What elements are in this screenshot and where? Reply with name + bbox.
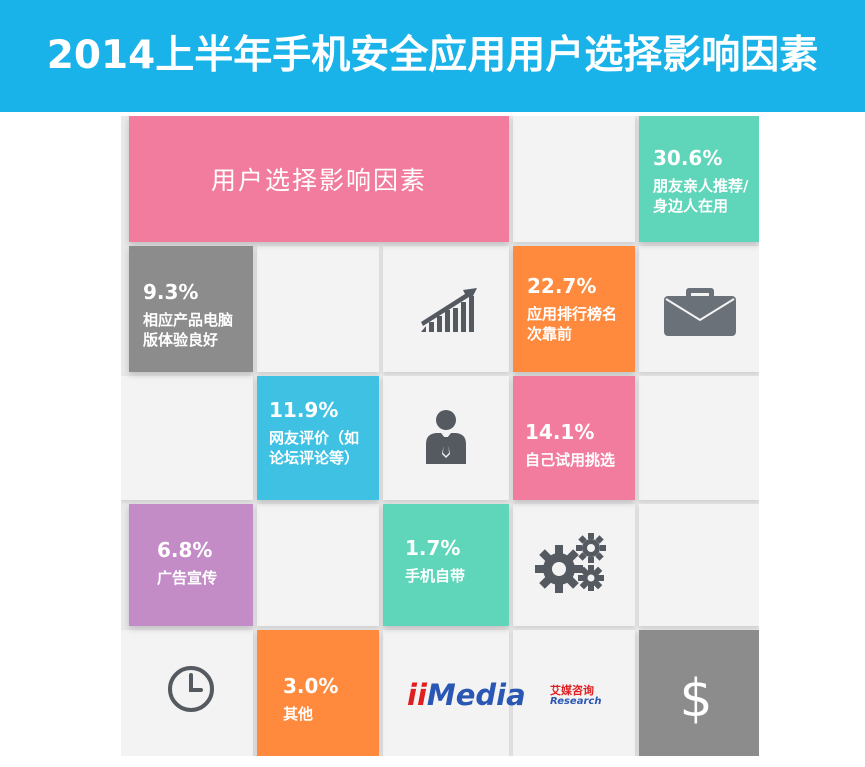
board-title: 用户选择影响因素 (210, 166, 427, 195)
factor-tile: 1.7% 手机自带 (383, 504, 509, 626)
factor-percent: 11.9% (269, 398, 339, 422)
factor-label: 广告宣传 (157, 569, 218, 587)
factor-label: 论坛评论等） (269, 449, 360, 467)
growth-chart-icon (421, 288, 477, 332)
grid-cell (513, 116, 635, 242)
factor-tile: 6.8% 广告宣传 (129, 504, 253, 626)
gears-icon (535, 533, 606, 593)
factor-percent: 1.7% (405, 536, 461, 560)
factor-label: 自己试用挑选 (525, 451, 616, 469)
factor-tile: 30.6% 朋友亲人推荐/ 身边人在用 (639, 116, 759, 242)
grid-cell (383, 630, 509, 756)
factor-label: 版体验良好 (143, 331, 219, 349)
factor-percent: 30.6% (653, 146, 723, 170)
factor-tile: 22.7% 应用排行榜名 次靠前 (513, 246, 635, 372)
factor-tile: 14.1% 自己试用挑选 (513, 376, 635, 500)
iimedia-logo: iiMedia 艾媒咨询 Research (407, 670, 617, 730)
factor-label: 应用排行榜名 (527, 305, 618, 323)
page-title: 2014上半年手机安全应用用户选择影响因素 (46, 33, 819, 78)
factor-label: 手机自带 (405, 567, 466, 585)
dollar-tile (639, 630, 759, 756)
factor-percent: 3.0% (283, 674, 339, 698)
factor-board: 用户选择影响因素 30.6% 朋友亲人推荐/ 身边人在用 9.3% 相应产品电脑… (121, 116, 759, 756)
briefcase-icon (664, 288, 736, 336)
factor-label: 朋友亲人推荐/ (653, 177, 749, 195)
grid-cell (257, 504, 379, 626)
logo-chinese: 艾媒咨询 (550, 684, 594, 697)
clock-icon (168, 666, 214, 712)
factor-label: 次靠前 (527, 325, 573, 343)
grid-cell (639, 376, 759, 500)
factor-label: 身边人在用 (653, 197, 729, 215)
businessman-icon (426, 410, 466, 464)
title-tile: 用户选择影响因素 (129, 116, 509, 242)
factor-tile: 3.0% 其他 (257, 630, 379, 756)
grid-cell (513, 630, 635, 756)
grid-cell (121, 376, 253, 500)
factor-percent: 9.3% (143, 280, 199, 304)
factor-label: 网友评价（如 (269, 429, 360, 447)
logo-english: Research (550, 696, 602, 707)
grid-cell (639, 504, 759, 626)
factor-percent: 14.1% (525, 420, 595, 444)
factor-label: 其他 (283, 705, 314, 723)
logo-brand: iiMedia (407, 678, 526, 712)
factor-tile: 11.9% 网友评价（如 论坛评论等） (257, 376, 379, 500)
svg-text:$: $ (679, 669, 712, 726)
factor-label: 相应产品电脑 (143, 311, 234, 329)
dollar-icon: $ (679, 669, 712, 726)
header-banner: 2014上半年手机安全应用用户选择影响因素 (0, 0, 865, 112)
factor-percent: 6.8% (157, 538, 213, 562)
grid-cell (121, 630, 253, 756)
grid-cell (257, 246, 379, 372)
factor-tile: 9.3% 相应产品电脑 版体验良好 (129, 246, 253, 372)
factor-percent: 22.7% (527, 274, 597, 298)
